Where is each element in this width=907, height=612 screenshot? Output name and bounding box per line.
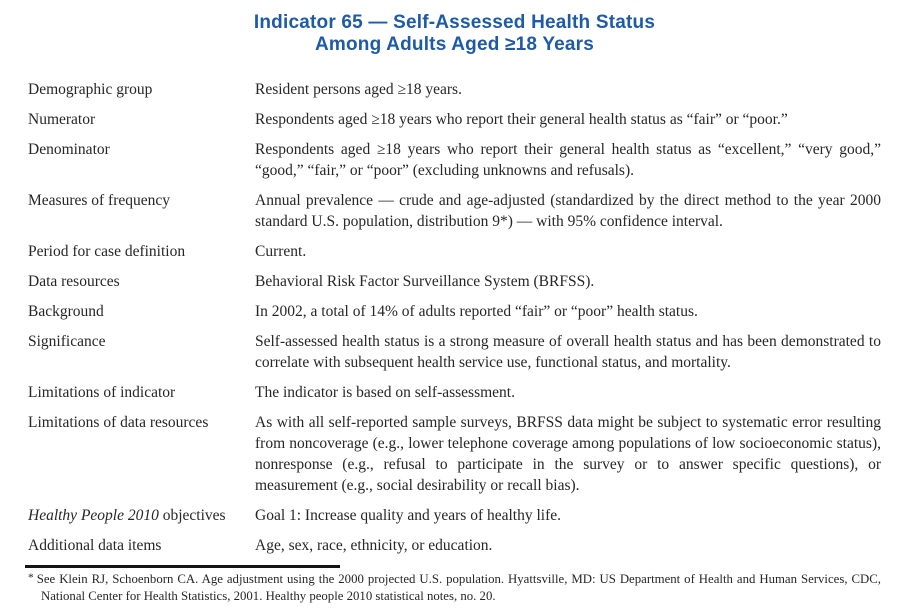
- footnote-divider: [25, 565, 340, 568]
- row-label: Numerator: [28, 111, 96, 128]
- row-label: Background: [28, 303, 104, 320]
- row-text: As with all self-reported sample surveys…: [255, 414, 881, 494]
- table-row: Denominator Respondents aged ≥18 years wh…: [28, 139, 881, 181]
- title-line-1: Indicator 65 — Self-Assessed Health Stat…: [253, 12, 656, 33]
- row-text: Goal 1: Increase quality and years of he…: [255, 507, 562, 524]
- table-row: Limitations of data resources As with all…: [28, 412, 881, 496]
- row-text: Age, sex, race, ethnicity, or education.: [255, 537, 493, 554]
- footnote: * See Klein RJ, Schoenborn CA. Age adjust…: [28, 572, 881, 604]
- row-text: The indicator is based on self-assessmen…: [255, 384, 515, 401]
- table-row: Demographic group Resident persons aged ≥…: [28, 79, 881, 100]
- row-text: Behavioral Risk Factor Surveillance Syst…: [255, 273, 595, 290]
- row-label: Additional data items: [28, 537, 162, 554]
- table-row: Background In 2002, a total of 14% of adu…: [28, 301, 881, 322]
- row-text: Resident persons aged ≥18 years.: [255, 81, 462, 98]
- row-label: Data resources: [28, 273, 120, 290]
- title-line-2: Among Adults Aged ≥18 Years: [314, 33, 595, 55]
- table-row: Healthy People 2010 objectives Goal 1: In…: [28, 505, 881, 526]
- row-text: Current.: [255, 243, 307, 260]
- table-row: Numerator Respondents aged ≥18 years who …: [28, 109, 881, 130]
- table-row: Data resources Behavioral Risk Factor Sur…: [28, 271, 881, 292]
- row-text: Respondents aged ≥18 years who report th…: [255, 141, 881, 179]
- row-label: Denominator: [28, 141, 110, 158]
- row-text: Self-assessed health status is a strong …: [255, 333, 881, 371]
- footnote-text: See Klein RJ, Schoenborn CA. Age adjustm…: [36, 572, 881, 603]
- row-label: Period for case definition: [28, 243, 186, 260]
- row-label: Limitations of data resources: [28, 414, 209, 431]
- row-label: Measures of frequency: [28, 192, 171, 209]
- row-label: Limitations of indicator: [28, 384, 176, 401]
- table-row: Limitations of indicator The indicator is…: [28, 382, 881, 403]
- row-text: In 2002, a total of 14% of adults report…: [255, 303, 698, 320]
- footnote-marker: *: [28, 572, 34, 584]
- indicator-definition-table: Demographic group Resident persons aged ≥…: [28, 79, 881, 556]
- row-label-italic: Healthy People 2010: [28, 507, 159, 524]
- table-row: Measures of frequency Annual prevalence —…: [28, 190, 881, 232]
- table-row: Additional data items Age, sex, race, eth…: [28, 535, 881, 556]
- table-row: Significance Self-assessed health status …: [28, 331, 881, 373]
- row-label: Healthy People 2010 objectives: [28, 505, 255, 526]
- page-title: Indicator 65 — Self-Assessed Health Stat…: [28, 12, 881, 55]
- row-label-rest: objectives: [158, 507, 226, 524]
- row-label: Demographic group: [28, 81, 153, 98]
- table-row: Period for case definition Current.: [28, 241, 881, 262]
- row-label: Significance: [28, 333, 106, 350]
- row-text: Respondents aged ≥18 years who report th…: [255, 111, 788, 128]
- row-text: Annual prevalence — crude and age-adjust…: [255, 192, 881, 230]
